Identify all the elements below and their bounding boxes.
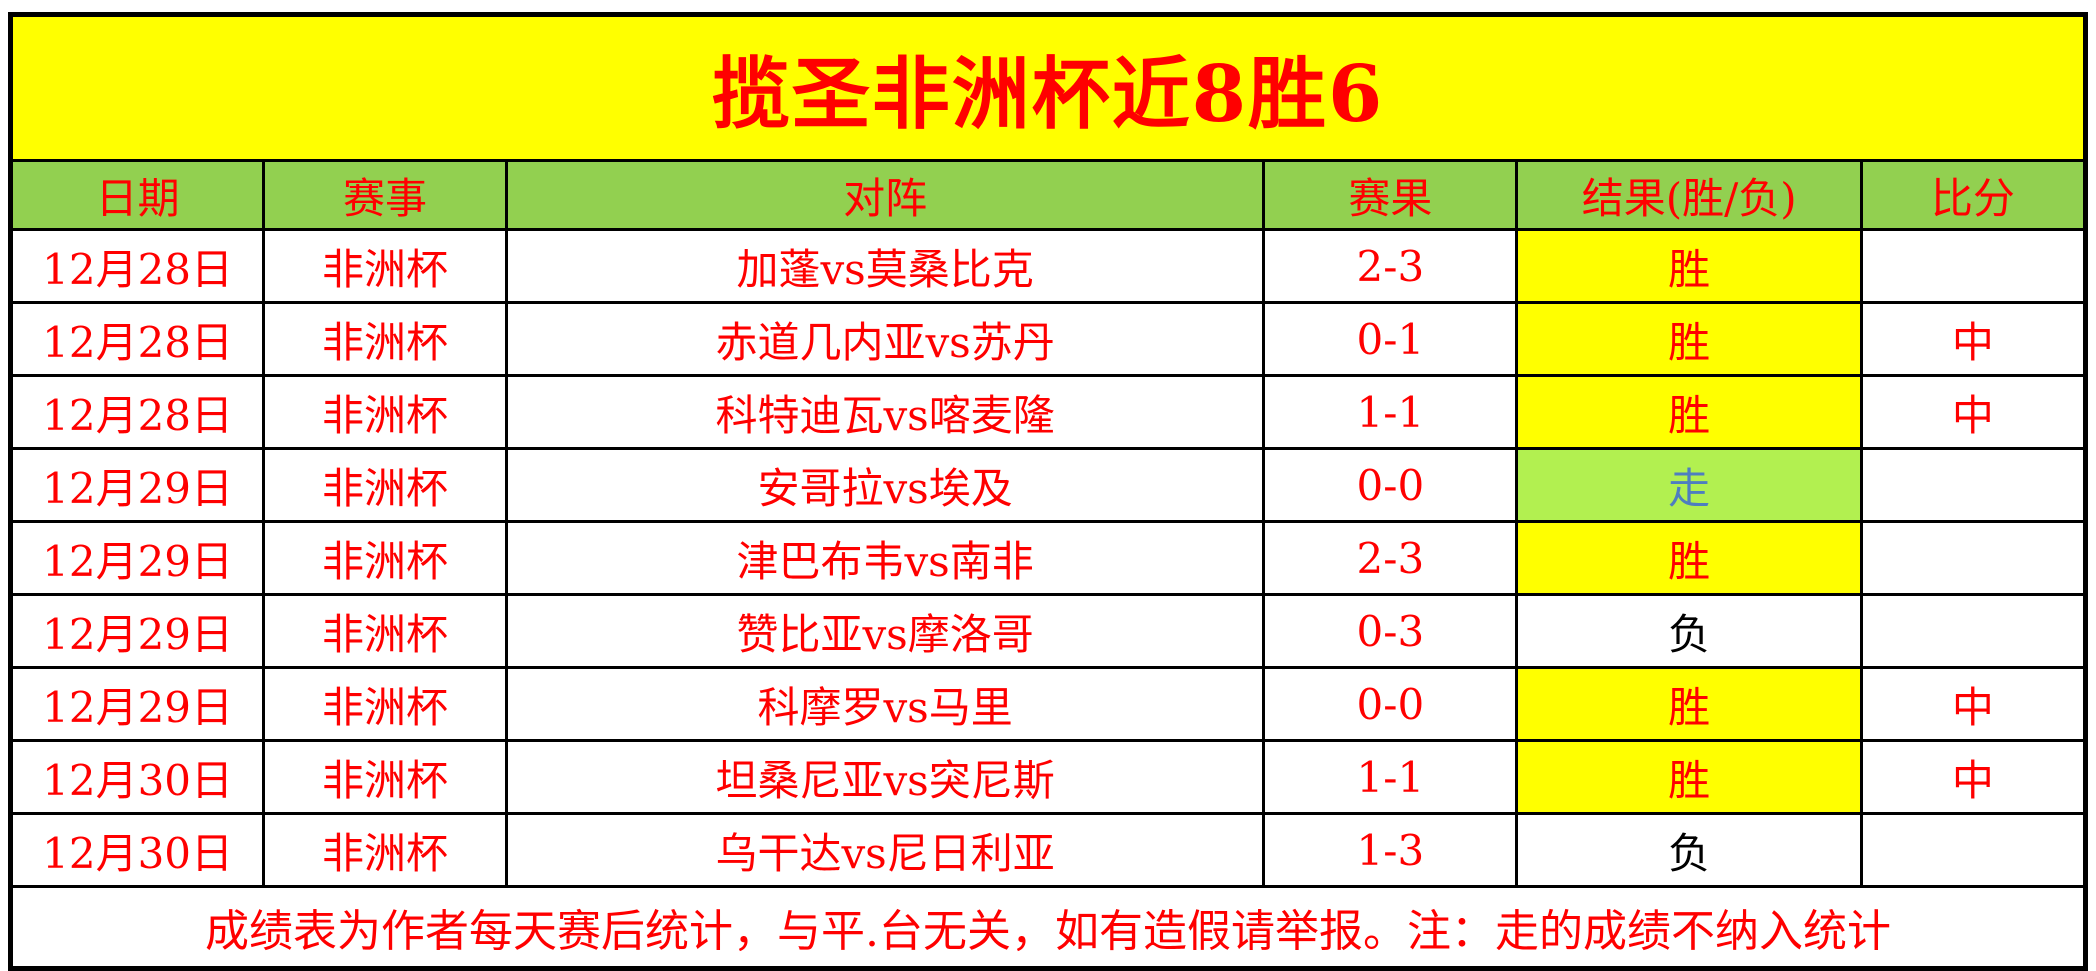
score-cell: 0-0	[1262, 666, 1519, 742]
bifen-cell	[1859, 812, 2088, 888]
date-cell: 12月29日	[8, 520, 266, 596]
result-cell: 负	[1515, 593, 1863, 669]
table-row: 12月29日 非洲杯 赞比亚vs摩洛哥 0-3 负	[8, 593, 2088, 669]
bifen-cell: 中	[1859, 301, 2088, 377]
result-cell: 胜	[1515, 739, 1863, 815]
page-title: 揽圣非洲杯近8胜6	[9, 13, 2087, 162]
bifen-cell	[1859, 520, 2088, 596]
bifen-cell	[1859, 228, 2088, 304]
score-cell: 1-1	[1262, 739, 1519, 815]
column-header-event: 赛事	[262, 159, 508, 231]
results-table: 揽圣非洲杯近8胜6 日期 赛事 对阵 赛果 结果(胜/负) 比分 12月28日 …	[8, 12, 2088, 971]
bifen-cell: 中	[1859, 739, 2088, 815]
title-row: 揽圣非洲杯近8胜6	[9, 13, 2087, 162]
event-cell: 非洲杯	[262, 739, 508, 815]
bifen-cell	[1859, 593, 2088, 669]
date-cell: 12月30日	[8, 739, 266, 815]
event-cell: 非洲杯	[262, 812, 508, 888]
date-cell: 12月30日	[8, 812, 266, 888]
event-cell: 非洲杯	[262, 374, 508, 450]
footer-note: 成绩表为作者每天赛后统计，与平.台无关，如有造假请举报。注：走的成绩不纳入统计	[9, 885, 2087, 970]
match-cell: 坦桑尼亚vs突尼斯	[504, 739, 1266, 815]
result-cell: 胜	[1515, 228, 1863, 304]
score-cell: 2-3	[1262, 520, 1519, 596]
event-cell: 非洲杯	[262, 666, 508, 742]
score-cell: 2-3	[1262, 228, 1519, 304]
event-cell: 非洲杯	[262, 520, 508, 596]
match-cell: 赤道几内亚vs苏丹	[504, 301, 1266, 377]
score-cell: 0-0	[1262, 447, 1519, 523]
result-cell: 胜	[1515, 374, 1863, 450]
date-cell: 12月29日	[8, 593, 266, 669]
match-cell: 赞比亚vs摩洛哥	[504, 593, 1266, 669]
date-cell: 12月28日	[8, 374, 266, 450]
footer-row: 成绩表为作者每天赛后统计，与平.台无关，如有造假请举报。注：走的成绩不纳入统计	[9, 885, 2087, 970]
column-header-bifen: 比分	[1859, 159, 2088, 231]
match-cell: 科特迪瓦vs喀麦隆	[504, 374, 1266, 450]
score-cell: 0-3	[1262, 593, 1519, 669]
bifen-cell: 中	[1859, 374, 2088, 450]
score-cell: 0-1	[1262, 301, 1519, 377]
column-header-score: 赛果	[1262, 159, 1519, 231]
result-cell: 胜	[1515, 301, 1863, 377]
match-cell: 津巴布韦vs南非	[504, 520, 1266, 596]
match-cell: 安哥拉vs埃及	[504, 447, 1266, 523]
event-cell: 非洲杯	[262, 228, 508, 304]
table-row: 12月30日 非洲杯 乌干达vs尼日利亚 1-3 负	[8, 812, 2088, 888]
column-header-date: 日期	[8, 159, 266, 231]
event-cell: 非洲杯	[262, 447, 508, 523]
match-cell: 乌干达vs尼日利亚	[504, 812, 1266, 888]
date-cell: 12月28日	[8, 301, 266, 377]
score-cell: 1-3	[1262, 812, 1519, 888]
column-header-match: 对阵	[504, 159, 1266, 231]
result-cell: 负	[1515, 812, 1863, 888]
date-cell: 12月29日	[8, 447, 266, 523]
table-row: 12月28日 非洲杯 科特迪瓦vs喀麦隆 1-1 胜 中	[8, 374, 2088, 450]
result-cell: 胜	[1515, 666, 1863, 742]
match-cell: 科摩罗vs马里	[504, 666, 1266, 742]
table-row: 12月29日 非洲杯 科摩罗vs马里 0-0 胜 中	[8, 666, 2088, 742]
table-row: 12月30日 非洲杯 坦桑尼亚vs突尼斯 1-1 胜 中	[8, 739, 2088, 815]
date-cell: 12月29日	[8, 666, 266, 742]
bifen-cell	[1859, 447, 2088, 523]
table-row: 12月28日 非洲杯 赤道几内亚vs苏丹 0-1 胜 中	[8, 301, 2088, 377]
date-cell: 12月28日	[8, 228, 266, 304]
header-row: 日期 赛事 对阵 赛果 结果(胜/负) 比分	[8, 159, 2088, 231]
column-header-result: 结果(胜/负)	[1515, 159, 1863, 231]
score-cell: 1-1	[1262, 374, 1519, 450]
table-row: 12月29日 非洲杯 津巴布韦vs南非 2-3 胜	[8, 520, 2088, 596]
table-row: 12月29日 非洲杯 安哥拉vs埃及 0-0 走	[8, 447, 2088, 523]
result-cell: 走	[1515, 447, 1863, 523]
match-cell: 加蓬vs莫桑比克	[504, 228, 1266, 304]
result-cell: 胜	[1515, 520, 1863, 596]
event-cell: 非洲杯	[262, 593, 508, 669]
event-cell: 非洲杯	[262, 301, 508, 377]
bifen-cell: 中	[1859, 666, 2088, 742]
table-row: 12月28日 非洲杯 加蓬vs莫桑比克 2-3 胜	[8, 228, 2088, 304]
